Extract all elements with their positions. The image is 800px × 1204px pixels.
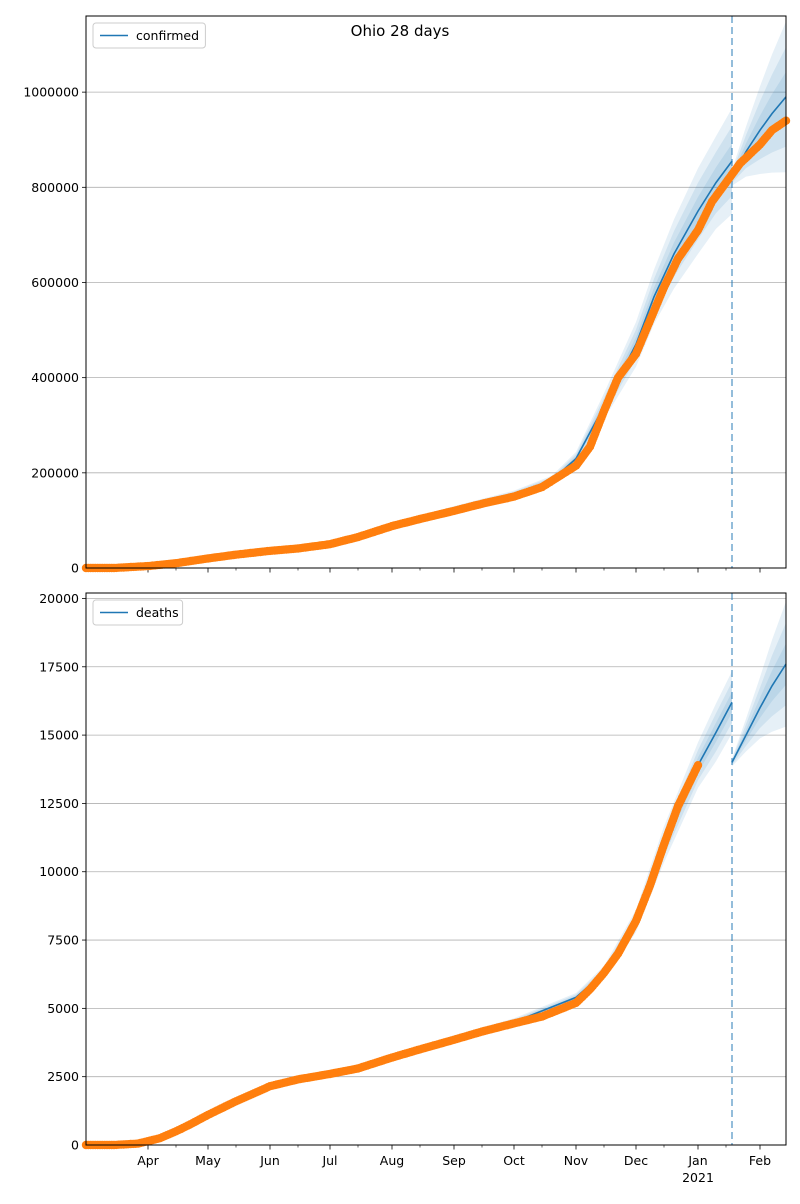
x-tick-label: Apr [137,1153,159,1168]
model-line-2 [731,663,787,763]
y-tick-label: 800000 [31,180,79,195]
x-tick-label: Oct [503,1153,525,1168]
x-tick-label: Dec [624,1153,648,1168]
x-tick-label: Jan [687,1153,707,1168]
x-tick-label: Sep [442,1153,466,1168]
legend: deaths [92,599,184,626]
y-tick-label: 600000 [31,275,79,290]
legend-label: deaths [136,605,179,620]
y-tick-label: 2500 [47,1069,79,1084]
uncertainty-band-3 [86,143,732,568]
legend-box [92,599,184,626]
x-tick-label: May [195,1153,221,1168]
y-tick-label: 17500 [39,659,79,674]
uncertainty-band-2 [732,622,786,765]
observed-series [81,761,703,1150]
x-tick-label: Jul [321,1153,337,1168]
y-tick-label: 1000000 [23,85,79,100]
uncertainty-band-1 [732,21,786,186]
observed-point [693,761,703,770]
y-tick-label: 7500 [47,933,79,948]
y-tick-label: 200000 [31,465,79,480]
y-tick-label: 5000 [47,1001,79,1016]
y-tick-label: 20000 [39,591,79,606]
observed-series [81,116,791,573]
chart-panel-2: 0 2500 5000 7500 10000 12500 15000 17500 20000 Ap… [39,591,787,1185]
chart-panel-1: 0 200000 400000 600000 800000 1000000 confirme… [23,15,791,576]
figure-title: Ohio 28 days [350,22,450,40]
uncertainty-band-1 [86,671,732,1145]
y-tick-label: 10000 [39,864,79,879]
x-tick-label: Nov [564,1153,589,1168]
legend-box [92,22,206,49]
y-tick-label: 15000 [39,728,79,743]
uncertainty-band-3 [732,643,786,764]
uncertainty-band-2 [732,47,786,183]
legend-label: confirmed [136,28,199,43]
axes-frame [85,15,787,569]
y-tick-label: 12500 [39,796,79,811]
y-tick-label: 0 [71,561,79,576]
x-tick-label: Feb [749,1153,771,1168]
y-tick-label: 400000 [31,370,79,385]
legend: confirmed [92,22,206,49]
y-tick-label: 0 [71,1138,79,1153]
x-tick-year-label: 2021 [682,1170,714,1185]
axes-frame [85,592,787,1146]
uncertainty-band-1 [732,601,786,767]
x-tick-label: Jun [259,1153,280,1168]
x-tick-label: Aug [380,1153,404,1168]
